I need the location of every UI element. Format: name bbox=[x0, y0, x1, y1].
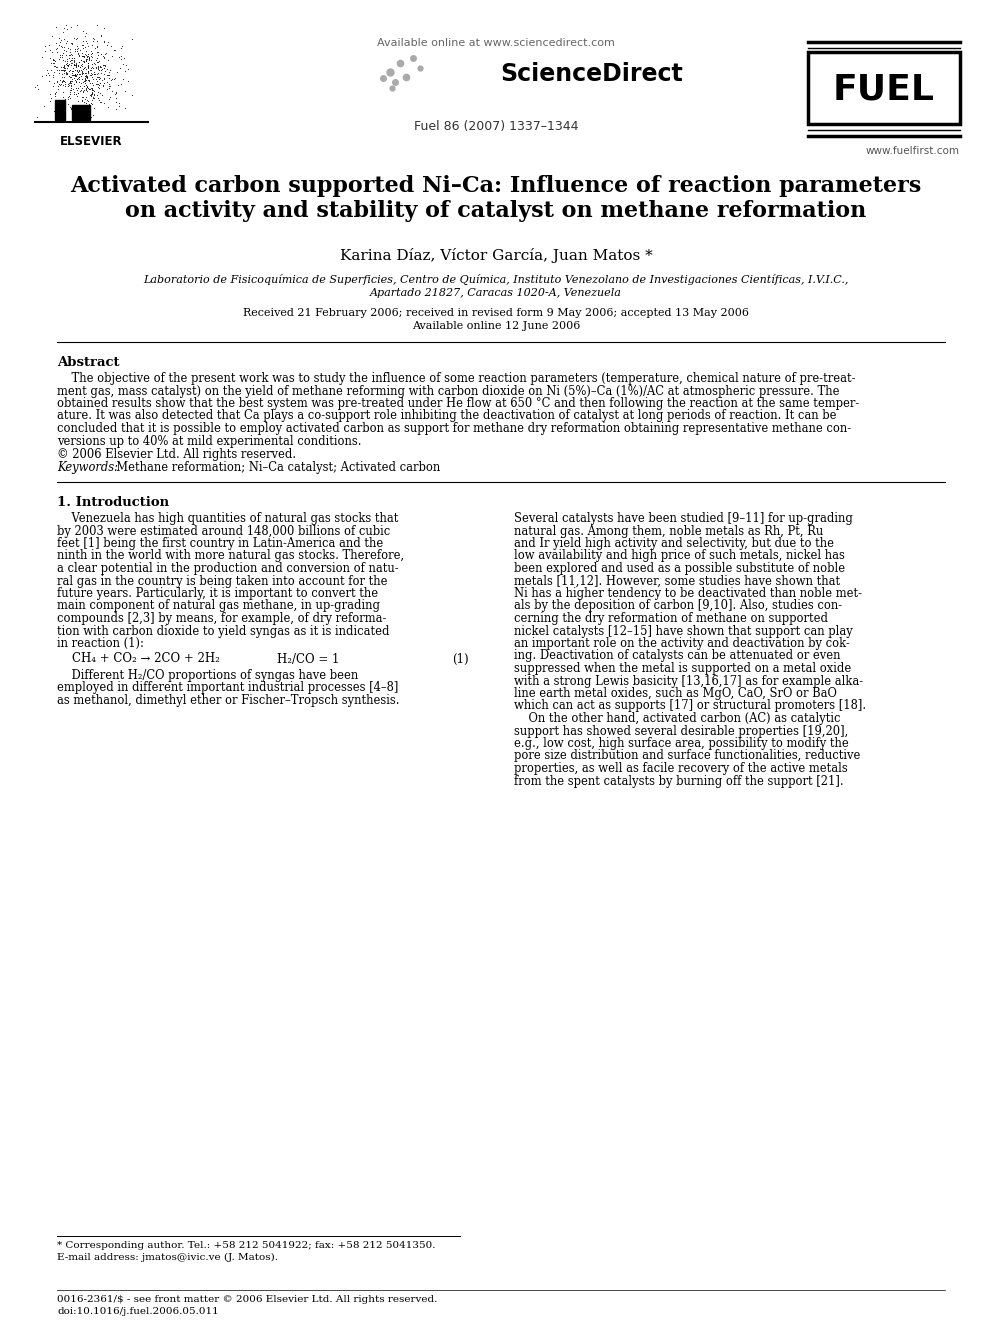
Text: low availability and high price of such metals, nickel has: low availability and high price of such … bbox=[514, 549, 845, 562]
Text: Available online 12 June 2006: Available online 12 June 2006 bbox=[412, 321, 580, 331]
Text: Apartado 21827, Caracas 1020-A, Venezuela: Apartado 21827, Caracas 1020-A, Venezuel… bbox=[370, 288, 622, 298]
Text: main component of natural gas methane, in up-grading: main component of natural gas methane, i… bbox=[57, 599, 380, 613]
Text: employed in different important industrial processes [4–8]: employed in different important industri… bbox=[57, 681, 399, 695]
Text: feet [1] being the first country in Latin-America and the: feet [1] being the first country in Lati… bbox=[57, 537, 383, 550]
Text: with a strong Lewis basicity [13,16,17] as for example alka-: with a strong Lewis basicity [13,16,17] … bbox=[514, 675, 863, 688]
Text: nickel catalysts [12–15] have shown that support can play: nickel catalysts [12–15] have shown that… bbox=[514, 624, 853, 638]
Bar bbox=[808, 52, 960, 124]
Text: doi:10.1016/j.fuel.2006.05.011: doi:10.1016/j.fuel.2006.05.011 bbox=[57, 1307, 219, 1316]
Text: On the other hand, activated carbon (AC) as catalytic: On the other hand, activated carbon (AC)… bbox=[514, 712, 840, 725]
Text: © 2006 Elsevier Ltd. All rights reserved.: © 2006 Elsevier Ltd. All rights reserved… bbox=[57, 448, 297, 460]
Text: ScienceDirect: ScienceDirect bbox=[500, 62, 682, 86]
Text: Methane reformation; Ni–Ca catalyst; Activated carbon: Methane reformation; Ni–Ca catalyst; Act… bbox=[109, 462, 440, 475]
Text: e.g., low cost, high surface area, possibility to modify the: e.g., low cost, high surface area, possi… bbox=[514, 737, 849, 750]
Text: Laboratorio de Fisicoquímica de Superficies, Centro de Química, Instituto Venezo: Laboratorio de Fisicoquímica de Superfic… bbox=[143, 274, 849, 284]
Text: ing. Deactivation of catalysts can be attenuated or even: ing. Deactivation of catalysts can be at… bbox=[514, 650, 840, 663]
Text: which can act as supports [17] or structural promoters [18].: which can act as supports [17] or struct… bbox=[514, 700, 866, 713]
Text: tion with carbon dioxide to yield syngas as it is indicated: tion with carbon dioxide to yield syngas… bbox=[57, 624, 390, 638]
Text: Keywords:: Keywords: bbox=[57, 462, 118, 475]
Text: H₂/CO = 1: H₂/CO = 1 bbox=[277, 652, 339, 665]
Bar bbox=[72, 105, 90, 120]
Text: pore size distribution and surface functionalities, reductive: pore size distribution and surface funct… bbox=[514, 750, 860, 762]
Text: als by the deposition of carbon [9,10]. Also, studies con-: als by the deposition of carbon [9,10]. … bbox=[514, 599, 842, 613]
Text: by 2003 were estimated around 148,000 billions of cubic: by 2003 were estimated around 148,000 bi… bbox=[57, 524, 390, 537]
Text: as methanol, dimethyl ether or Fischer–Tropsch synthesis.: as methanol, dimethyl ether or Fischer–T… bbox=[57, 695, 400, 706]
Text: FUEL: FUEL bbox=[833, 71, 934, 106]
Text: a clear potential in the production and conversion of natu-: a clear potential in the production and … bbox=[57, 562, 399, 576]
Text: CH₄ + CO₂ → 2CO + 2H₂: CH₄ + CO₂ → 2CO + 2H₂ bbox=[72, 652, 220, 665]
Text: been explored and used as a possible substitute of noble: been explored and used as a possible sub… bbox=[514, 562, 845, 576]
Text: line earth metal oxides, such as MgO, CaO, SrO or BaO: line earth metal oxides, such as MgO, Ca… bbox=[514, 687, 837, 700]
Text: The objective of the present work was to study the influence of some reaction pa: The objective of the present work was to… bbox=[57, 372, 855, 385]
Text: concluded that it is possible to employ activated carbon as support for methane : concluded that it is possible to employ … bbox=[57, 422, 851, 435]
Text: ral gas in the country is being taken into account for the: ral gas in the country is being taken in… bbox=[57, 574, 388, 587]
Text: support has showed several desirable properties [19,20],: support has showed several desirable pro… bbox=[514, 725, 848, 737]
Text: ment gas, mass catalyst) on the yield of methane reforming with carbon dioxide o: ment gas, mass catalyst) on the yield of… bbox=[57, 385, 839, 397]
Text: * Corresponding author. Tel.: +58 212 5041922; fax: +58 212 5041350.: * Corresponding author. Tel.: +58 212 50… bbox=[57, 1241, 435, 1250]
Text: Several catalysts have been studied [9–11] for up-grading: Several catalysts have been studied [9–1… bbox=[514, 512, 853, 525]
Text: 0016-2361/$ - see front matter © 2006 Elsevier Ltd. All rights reserved.: 0016-2361/$ - see front matter © 2006 El… bbox=[57, 1295, 437, 1304]
Text: Venezuela has high quantities of natural gas stocks that: Venezuela has high quantities of natural… bbox=[57, 512, 399, 525]
Text: future years. Particularly, it is important to convert the: future years. Particularly, it is import… bbox=[57, 587, 378, 601]
Bar bbox=[55, 101, 65, 120]
Text: 1. Introduction: 1. Introduction bbox=[57, 496, 169, 509]
Text: E-mail address: jmatos@ivic.ve (J. Matos).: E-mail address: jmatos@ivic.ve (J. Matos… bbox=[57, 1253, 278, 1262]
Text: ature. It was also detected that Ca plays a co-support role inhibiting the deact: ature. It was also detected that Ca play… bbox=[57, 410, 836, 422]
Text: Ni has a higher tendency to be deactivated than noble met-: Ni has a higher tendency to be deactivat… bbox=[514, 587, 862, 601]
Text: www.fuelfirst.com: www.fuelfirst.com bbox=[866, 146, 960, 156]
Text: Abstract: Abstract bbox=[57, 356, 119, 369]
Text: Activated carbon supported Ni–Ca: Influence of reaction parameters: Activated carbon supported Ni–Ca: Influe… bbox=[70, 175, 922, 197]
Text: from the spent catalysts by burning off the support [21].: from the spent catalysts by burning off … bbox=[514, 774, 843, 787]
Text: properties, as well as facile recovery of the active metals: properties, as well as facile recovery o… bbox=[514, 762, 848, 775]
Text: obtained results show that the best system was pre-treated under He flow at 650 : obtained results show that the best syst… bbox=[57, 397, 859, 410]
Text: in reaction (1):: in reaction (1): bbox=[57, 636, 144, 650]
Text: Karina Díaz, Víctor García, Juan Matos *: Karina Díaz, Víctor García, Juan Matos * bbox=[339, 247, 653, 263]
Text: on activity and stability of catalyst on methane reformation: on activity and stability of catalyst on… bbox=[125, 200, 867, 222]
Text: metals [11,12]. However, some studies have shown that: metals [11,12]. However, some studies ha… bbox=[514, 574, 840, 587]
Text: Different H₂/CO proportions of syngas have been: Different H₂/CO proportions of syngas ha… bbox=[57, 669, 358, 681]
Text: suppressed when the metal is supported on a metal oxide: suppressed when the metal is supported o… bbox=[514, 662, 851, 675]
Text: compounds [2,3] by means, for example, of dry reforma-: compounds [2,3] by means, for example, o… bbox=[57, 613, 386, 624]
Text: versions up to 40% at mild experimental conditions.: versions up to 40% at mild experimental … bbox=[57, 434, 361, 447]
Text: ninth in the world with more natural gas stocks. Therefore,: ninth in the world with more natural gas… bbox=[57, 549, 404, 562]
Text: ELSEVIER: ELSEVIER bbox=[60, 135, 122, 148]
Text: Available online at www.sciencedirect.com: Available online at www.sciencedirect.co… bbox=[377, 38, 615, 48]
Text: an important role on the activity and deactivation by cok-: an important role on the activity and de… bbox=[514, 636, 850, 650]
Text: cerning the dry reformation of methane on supported: cerning the dry reformation of methane o… bbox=[514, 613, 828, 624]
Text: and Ir yield high activity and selectivity, but due to the: and Ir yield high activity and selectivi… bbox=[514, 537, 834, 550]
Text: Fuel 86 (2007) 1337–1344: Fuel 86 (2007) 1337–1344 bbox=[414, 120, 578, 134]
Text: Received 21 February 2006; received in revised form 9 May 2006; accepted 13 May : Received 21 February 2006; received in r… bbox=[243, 308, 749, 318]
Text: natural gas. Among them, noble metals as Rh, Pt, Ru: natural gas. Among them, noble metals as… bbox=[514, 524, 823, 537]
Text: (1): (1) bbox=[452, 652, 468, 665]
